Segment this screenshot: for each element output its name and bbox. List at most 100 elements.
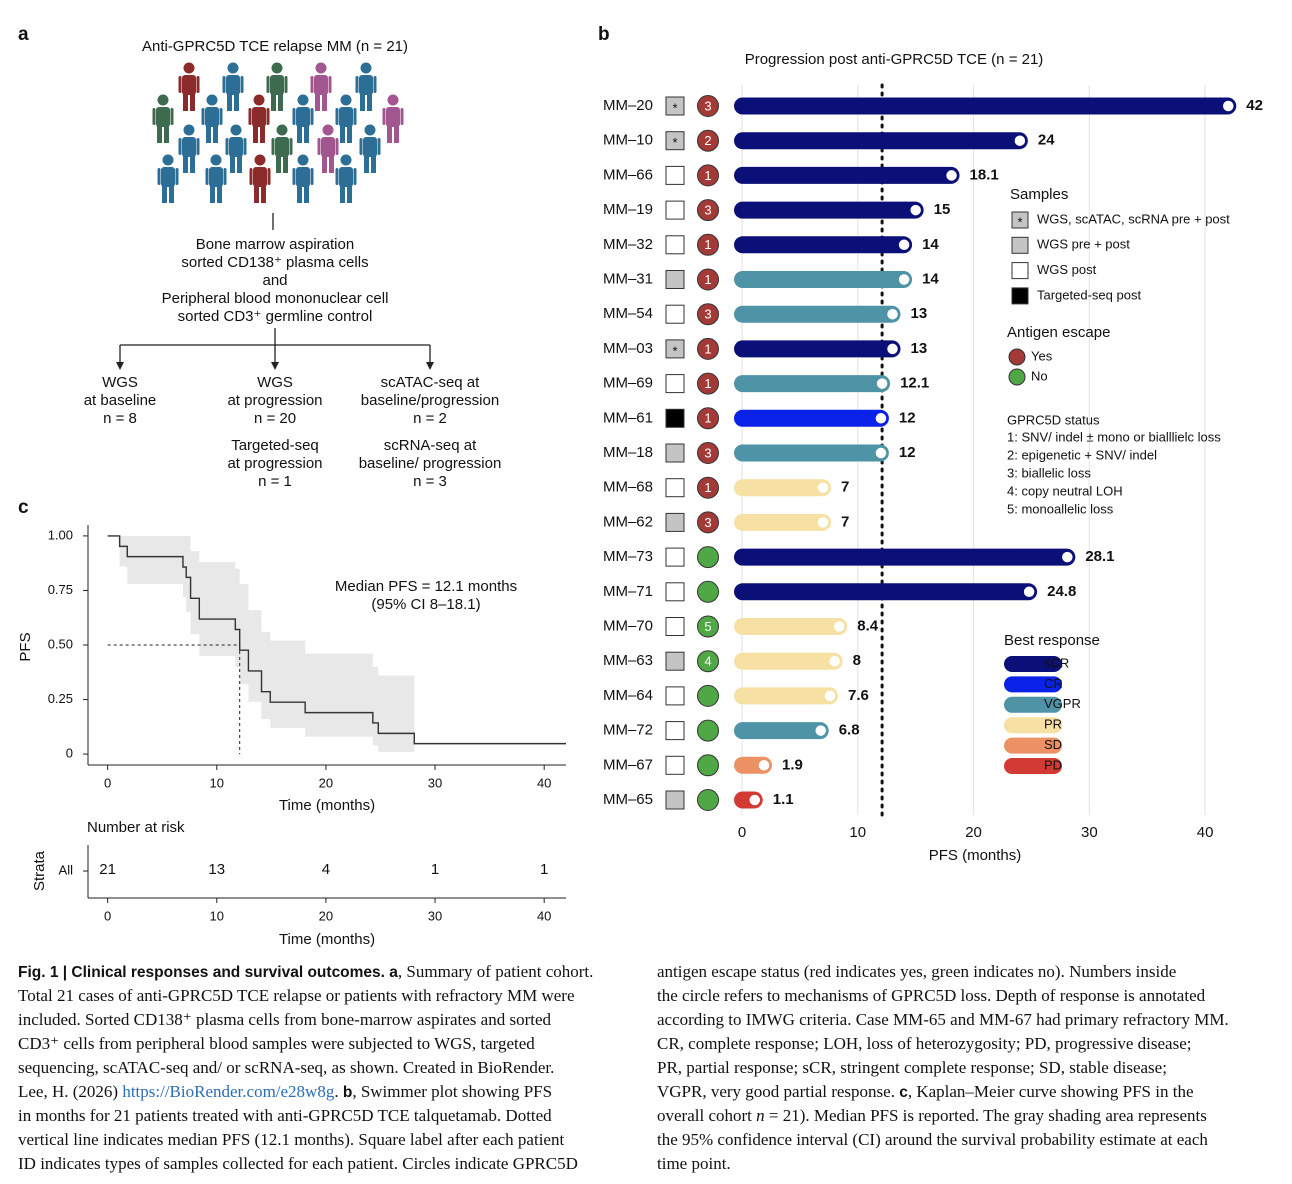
caption-text[interactable]: https://BioRender.com/e28w8g bbox=[122, 1082, 335, 1101]
caption-line: vertical line indicates median PFS (12.1… bbox=[18, 1128, 564, 1152]
status-number: 3 bbox=[704, 98, 711, 113]
bar bbox=[734, 444, 889, 462]
patient-label: MM–31 bbox=[603, 270, 653, 287]
antigen-circle bbox=[697, 233, 719, 256]
caption-text: in months for 21 patients treated with a… bbox=[18, 1106, 552, 1125]
y-axis-label: PFS bbox=[17, 632, 34, 661]
x-axis-label: PFS (months) bbox=[929, 847, 1022, 864]
sample-box bbox=[665, 512, 685, 532]
person-arm bbox=[223, 168, 227, 185]
sample-box bbox=[665, 270, 685, 289]
legend-title: Best response bbox=[1004, 632, 1100, 649]
risk-count: 21 bbox=[99, 861, 116, 878]
panel-label: a bbox=[18, 24, 29, 45]
person-body bbox=[275, 137, 289, 157]
x-tick-label: 20 bbox=[319, 908, 333, 923]
person-icon bbox=[271, 124, 293, 173]
person-arm bbox=[196, 76, 200, 93]
x-axis-label: Time (months) bbox=[279, 931, 375, 948]
patient-label: MM–64 bbox=[603, 687, 653, 704]
value-label: 8 bbox=[853, 652, 861, 669]
sample-symbol: * bbox=[672, 135, 677, 150]
risk-count: 1 bbox=[431, 861, 439, 878]
source-text: sorted CD138⁺ plasma cells bbox=[181, 254, 368, 271]
value-label: 12.1 bbox=[900, 375, 929, 392]
patient-label: MM–68 bbox=[603, 479, 653, 496]
risk-count: 13 bbox=[208, 861, 225, 878]
person-arm bbox=[249, 168, 253, 185]
caption-text: the 95% confidence interval (CI) around … bbox=[657, 1130, 1208, 1149]
branch-text: n = 2 bbox=[413, 410, 447, 427]
person-icon bbox=[335, 94, 357, 143]
caption-text: . bbox=[334, 1082, 343, 1101]
antigen-circle bbox=[697, 129, 719, 152]
antigen-circle bbox=[697, 407, 719, 430]
y-tick-label: 1.00 bbox=[48, 527, 73, 542]
person-head bbox=[360, 62, 372, 74]
bar-end bbox=[1221, 99, 1236, 113]
person-arm bbox=[196, 138, 200, 155]
caption-text: time point. bbox=[657, 1154, 731, 1173]
legend-label: Targeted-seq post bbox=[1037, 287, 1141, 302]
value-label: 7 bbox=[841, 513, 849, 530]
x-tick-label: 30 bbox=[428, 908, 442, 923]
person-leg bbox=[340, 125, 345, 143]
patient-label: MM–32 bbox=[603, 236, 653, 253]
caption-text: VGPR, very good partial response. bbox=[657, 1082, 900, 1101]
person-leg bbox=[261, 185, 266, 203]
person-leg bbox=[217, 185, 222, 203]
person-head bbox=[276, 124, 288, 136]
branch-text: WGS bbox=[257, 374, 293, 391]
sample-box bbox=[665, 339, 685, 359]
caption-line: VGPR, very good partial response. c, Kap… bbox=[657, 1080, 1194, 1105]
x-tick-label: 20 bbox=[319, 775, 333, 790]
status-number: 1 bbox=[704, 411, 711, 426]
person-leg bbox=[276, 155, 281, 173]
value-label: 18.1 bbox=[970, 166, 999, 183]
person-icon bbox=[222, 62, 244, 111]
person-arm bbox=[353, 108, 357, 125]
y-tick-label: 0 bbox=[66, 746, 73, 761]
person-body bbox=[182, 75, 196, 95]
branch-text: n = 8 bbox=[103, 410, 137, 427]
bar bbox=[734, 201, 924, 219]
legend-swatch bbox=[1004, 696, 1062, 713]
person-icon bbox=[201, 94, 223, 143]
caption-text: overall cohort bbox=[657, 1106, 757, 1125]
patient-label: MM–73 bbox=[603, 548, 653, 565]
person-arm bbox=[201, 108, 205, 125]
person-leg bbox=[210, 185, 215, 203]
person-head bbox=[340, 154, 352, 166]
legend-swatch bbox=[1008, 368, 1026, 386]
patient-label: MM–72 bbox=[603, 722, 653, 739]
caption-text: included. Sorted CD138⁺ plasma cells fro… bbox=[18, 1010, 552, 1029]
legend-swatch bbox=[1011, 287, 1029, 305]
risk-title: Number at risk bbox=[87, 819, 185, 836]
legend-swatch bbox=[1011, 211, 1029, 229]
value-label: 14 bbox=[922, 270, 939, 287]
person-leg bbox=[213, 125, 218, 143]
caption-text: the circle refers to mechanisms of GPRC5… bbox=[657, 986, 1206, 1005]
branch-text: n = 20 bbox=[254, 410, 296, 427]
caption-text: CR, complete response; LOH, loss of hete… bbox=[657, 1034, 1192, 1053]
value-label: 24.8 bbox=[1047, 583, 1076, 600]
caption-line: the circle refers to mechanisms of GPRC5… bbox=[657, 984, 1205, 1008]
person-leg bbox=[162, 185, 167, 203]
bar bbox=[734, 132, 1028, 150]
branch-subtext: at progression bbox=[227, 455, 322, 472]
value-label: 12 bbox=[899, 409, 916, 426]
person-icon bbox=[152, 94, 174, 143]
value-label: 12 bbox=[899, 444, 916, 461]
person-body bbox=[229, 137, 243, 157]
person-head bbox=[183, 124, 195, 136]
bar-end bbox=[885, 307, 900, 321]
caption-text: = 21). Median PFS is reported. The gray … bbox=[764, 1106, 1207, 1125]
person-arm bbox=[335, 168, 339, 185]
source-text: Bone marrow aspiration bbox=[196, 236, 354, 253]
antigen-circle bbox=[697, 442, 719, 464]
branch-subtext: baseline/ progression bbox=[359, 455, 502, 472]
person-head bbox=[210, 154, 222, 166]
person-leg bbox=[230, 155, 235, 173]
legend-swatch bbox=[1004, 656, 1062, 672]
person-body bbox=[253, 167, 267, 187]
